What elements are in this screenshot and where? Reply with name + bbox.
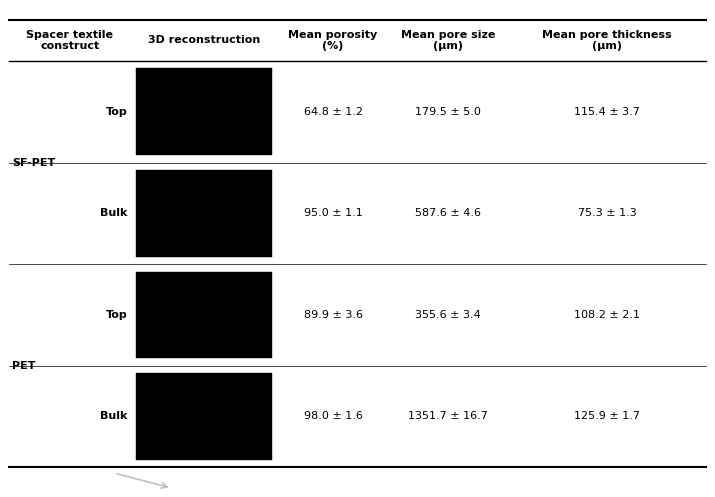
Text: SF-PET: SF-PET [12,158,55,167]
Text: 108.2 ± 2.1: 108.2 ± 2.1 [574,310,640,320]
Text: 1351.7 ± 16.7: 1351.7 ± 16.7 [408,412,488,421]
Text: 98.0 ± 1.6: 98.0 ± 1.6 [304,412,363,421]
Text: Mean pore thickness
(μm): Mean pore thickness (μm) [542,30,672,51]
Text: Top: Top [105,310,127,320]
FancyBboxPatch shape [137,271,272,358]
FancyBboxPatch shape [137,373,272,460]
Text: 75.3 ± 1.3: 75.3 ± 1.3 [578,208,636,218]
Text: 64.8 ± 1.2: 64.8 ± 1.2 [304,107,363,117]
Text: 587.6 ± 4.6: 587.6 ± 4.6 [415,208,481,218]
Text: 179.5 ± 5.0: 179.5 ± 5.0 [415,107,481,117]
Text: 3D reconstruction: 3D reconstruction [148,35,260,45]
Text: Mean pore size
(μm): Mean pore size (μm) [401,30,495,51]
Text: Mean porosity
(%): Mean porosity (%) [288,30,378,51]
Text: 355.6 ± 3.4: 355.6 ± 3.4 [415,310,481,320]
Text: 125.9 ± 1.7: 125.9 ± 1.7 [574,412,640,421]
FancyBboxPatch shape [137,69,272,155]
Text: 115.4 ± 3.7: 115.4 ± 3.7 [574,107,640,117]
Text: PET: PET [12,361,36,371]
Text: Bulk: Bulk [100,208,127,218]
Text: 89.9 ± 3.6: 89.9 ± 3.6 [304,310,363,320]
Text: 95.0 ± 1.1: 95.0 ± 1.1 [304,208,363,218]
Text: Bulk: Bulk [100,412,127,421]
Text: Spacer textile
construct: Spacer textile construct [26,30,113,51]
FancyBboxPatch shape [137,170,272,256]
Text: Top: Top [105,107,127,117]
